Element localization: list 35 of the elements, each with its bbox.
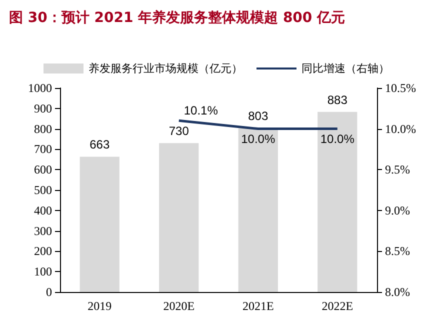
x-tick-label: 2021E: [242, 299, 274, 313]
y-tick-label: 700: [34, 142, 52, 156]
x-tick-label: 2019: [88, 299, 112, 313]
y-tick-label: 900: [34, 101, 52, 116]
legend-label: 同比增速（右轴）: [302, 62, 390, 75]
y-tick-label: 400: [34, 203, 52, 218]
data-label: 730: [168, 124, 190, 138]
bar: [238, 128, 278, 292]
y-tick-label: 300: [34, 224, 52, 238]
y2-tick-label: 9.0%: [385, 203, 410, 218]
y2-tick-label: 8.5%: [385, 244, 410, 258]
y2-tick-label: 10.5%: [385, 81, 416, 95]
bar: [80, 156, 120, 292]
y-tick-label: 100: [34, 264, 52, 279]
y-tick-label: 1000: [28, 81, 52, 95]
x-tick-label: 2022E: [322, 299, 354, 313]
y-tick-label: 500: [34, 183, 52, 197]
legend-label: 养发服务行业市场规模（亿元）: [88, 62, 242, 75]
bar: [318, 112, 358, 292]
data-label: 883: [327, 92, 348, 107]
y2-tick-label: 10.0%: [385, 122, 416, 136]
data-label: 663: [90, 138, 110, 152]
data-label: 10.1%: [184, 104, 218, 118]
data-label: 10.0%: [241, 132, 276, 146]
data-label: 803: [248, 109, 268, 124]
bar: [159, 143, 199, 292]
y2-tick-label: 9.5%: [385, 162, 410, 177]
y-tick-label: 200: [34, 244, 52, 258]
y-tick-label: 800: [34, 122, 52, 136]
y-tick-label: 600: [34, 162, 52, 177]
y-tick-label: 0: [46, 285, 52, 299]
data-label: 10.0%: [320, 132, 355, 146]
y2-tick-label: 8.0%: [385, 285, 410, 299]
x-tick-label: 2020E: [163, 299, 195, 313]
chart-title: 图 30：预计 2021 年养发服务整体规模超 800 亿元: [9, 9, 346, 26]
